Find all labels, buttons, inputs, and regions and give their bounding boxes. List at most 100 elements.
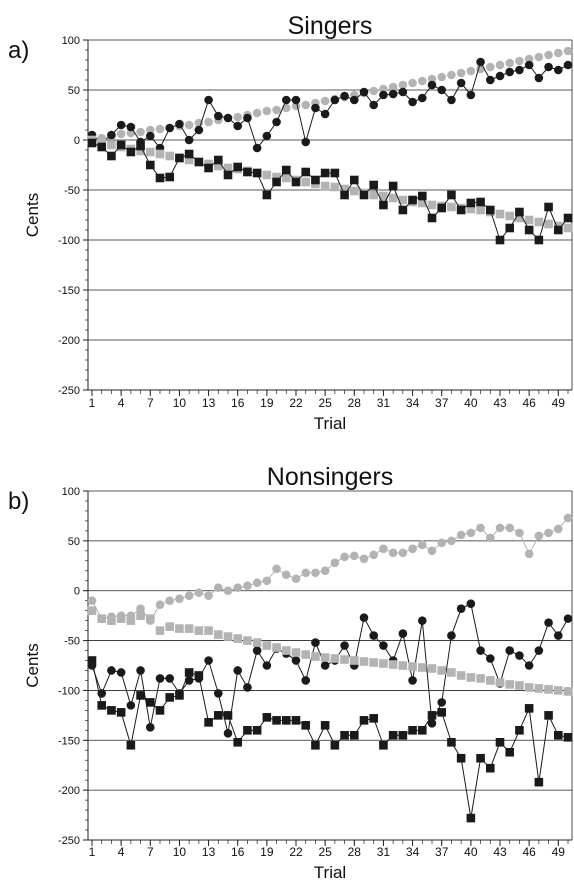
x-tick-label: 37 xyxy=(435,845,449,859)
data-point xyxy=(175,691,184,700)
data-point xyxy=(505,646,515,655)
data-point xyxy=(505,67,515,77)
x-tick-label: 1 xyxy=(89,396,96,410)
data-point xyxy=(388,193,398,203)
data-point xyxy=(194,157,204,167)
data-point xyxy=(136,604,145,613)
data-point xyxy=(252,108,262,118)
data-point xyxy=(281,716,291,725)
data-point xyxy=(417,726,427,735)
data-point xyxy=(145,723,155,732)
data-point xyxy=(126,147,136,157)
data-point xyxy=(369,714,379,723)
x-tick-label: 43 xyxy=(493,396,507,410)
data-point xyxy=(184,135,194,145)
data-point xyxy=(553,48,563,58)
data-point xyxy=(165,172,175,182)
data-point xyxy=(476,523,485,533)
data-point xyxy=(204,591,213,600)
data-point xyxy=(330,182,340,192)
data-point xyxy=(87,138,97,148)
data-point xyxy=(107,151,116,161)
y-tick-label: -150 xyxy=(58,285,80,297)
data-point xyxy=(379,659,388,668)
data-point xyxy=(379,90,388,100)
x-axis-label: Trial xyxy=(314,414,346,433)
data-point xyxy=(301,568,311,578)
data-point xyxy=(184,591,194,600)
data-point xyxy=(301,167,311,177)
data-point xyxy=(476,57,485,67)
data-point xyxy=(563,223,573,233)
data-point xyxy=(553,731,563,740)
data-point xyxy=(116,668,126,677)
data-point xyxy=(194,671,204,680)
data-point xyxy=(107,140,116,150)
data-point xyxy=(311,175,320,185)
data-point xyxy=(456,753,466,763)
x-tick-label: 16 xyxy=(231,396,245,410)
data-point xyxy=(233,121,243,131)
data-point xyxy=(136,141,145,151)
data-point xyxy=(184,668,194,677)
data-point xyxy=(524,683,534,692)
data-point xyxy=(291,574,301,584)
data-point xyxy=(466,528,476,538)
data-point xyxy=(281,570,291,580)
data-point xyxy=(466,599,476,608)
y-tick-label: 100 xyxy=(62,486,80,498)
series-black-square xyxy=(87,138,573,245)
data-point xyxy=(165,674,175,683)
data-point xyxy=(320,566,330,576)
data-point xyxy=(126,701,136,710)
data-point xyxy=(213,630,223,639)
x-axis-label: Trial xyxy=(314,863,346,882)
series-gray-circle xyxy=(87,513,573,625)
data-point xyxy=(330,740,340,750)
data-point xyxy=(427,719,437,728)
data-point xyxy=(97,137,107,147)
data-point xyxy=(311,103,320,113)
data-point xyxy=(204,163,213,173)
data-point xyxy=(553,524,563,534)
data-point xyxy=(544,202,553,212)
data-point xyxy=(427,74,437,84)
data-point xyxy=(369,658,379,667)
data-point xyxy=(485,205,495,215)
data-point xyxy=(223,113,233,123)
y-axis-label: Cents xyxy=(23,193,42,237)
data-point xyxy=(417,93,427,103)
data-point xyxy=(408,544,417,554)
data-point xyxy=(145,698,155,707)
data-point xyxy=(408,676,417,685)
data-point xyxy=(107,130,116,140)
data-point xyxy=(252,578,262,588)
x-tick-label: 31 xyxy=(377,396,391,410)
data-point xyxy=(301,721,311,730)
data-point xyxy=(495,235,505,245)
data-point xyxy=(437,666,447,675)
data-point xyxy=(213,161,223,171)
data-point xyxy=(379,191,388,201)
data-point xyxy=(262,641,272,650)
data-point xyxy=(553,631,563,640)
data-point xyxy=(379,544,388,554)
panel-label: b) xyxy=(8,488,29,515)
data-point xyxy=(301,650,311,659)
data-point xyxy=(388,82,398,92)
data-point xyxy=(398,731,408,740)
data-point xyxy=(398,661,408,670)
data-point xyxy=(291,177,301,187)
data-point xyxy=(524,225,534,235)
data-point xyxy=(553,225,563,235)
data-point xyxy=(291,656,301,665)
data-point xyxy=(349,95,359,105)
data-point xyxy=(136,146,145,156)
x-tick-label: 34 xyxy=(406,396,420,410)
data-point xyxy=(272,643,281,652)
data-point xyxy=(272,172,281,182)
data-point xyxy=(233,112,243,122)
series-gray-circle xyxy=(87,46,573,145)
y-tick-label: 0 xyxy=(74,586,80,598)
data-point xyxy=(97,701,107,710)
